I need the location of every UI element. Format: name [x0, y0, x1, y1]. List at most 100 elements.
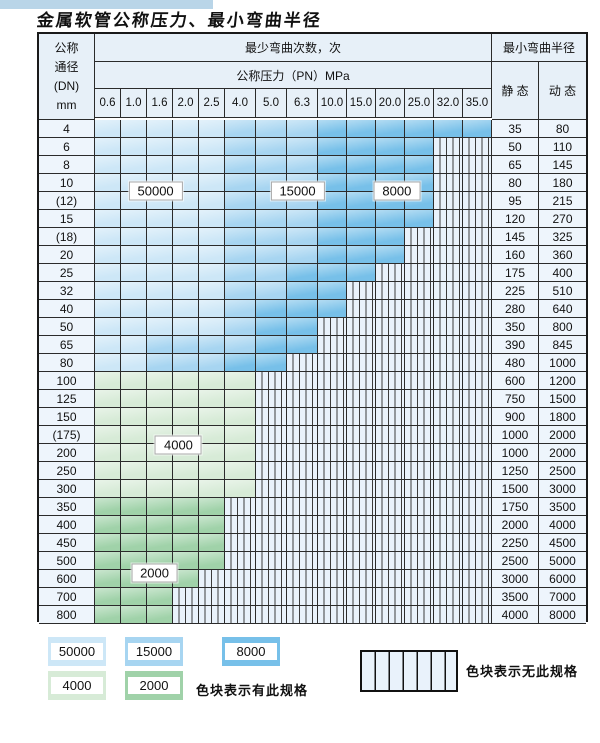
static-radius-cell: 4000 [492, 606, 539, 624]
pressure-col-header: 35.0 [463, 89, 492, 118]
spec-cell [347, 228, 376, 246]
no-spec-cell [225, 552, 256, 570]
spec-cell [121, 372, 147, 390]
spec-cell [147, 336, 173, 354]
spec-cell [173, 390, 199, 408]
no-spec-cell [405, 552, 434, 570]
table-row: 150 900 1800 [39, 408, 586, 426]
spec-cell [199, 210, 225, 228]
spec-cell [121, 408, 147, 426]
spec-cell [95, 246, 121, 264]
spec-cell [173, 246, 199, 264]
no-spec-cell [405, 246, 434, 264]
pressure-col-header: 10.0 [318, 89, 347, 118]
no-spec-cell [199, 588, 225, 606]
no-spec-cell [405, 282, 434, 300]
spec-cell [225, 318, 256, 336]
no-spec-cell [463, 480, 492, 498]
spec-cell [347, 138, 376, 156]
spec-cell [287, 156, 318, 174]
no-spec-cell [318, 426, 347, 444]
spec-cell [287, 282, 318, 300]
no-spec-cell [376, 498, 405, 516]
spec-cell [225, 228, 256, 246]
dn-cell: 400 [39, 516, 95, 534]
spec-cell [256, 354, 287, 372]
pressure-columns-row: 0.6 1.0 1.6 2.0 2.5 4.0 5.0 6.3 10.0 15.0 20.0 25.0… [95, 89, 492, 118]
no-spec-cell [463, 534, 492, 552]
pressure-col-header: 32.0 [434, 89, 463, 118]
spec-cell [225, 156, 256, 174]
no-spec-cell [256, 444, 287, 462]
spec-cell [405, 120, 434, 138]
spec-cell [95, 534, 121, 552]
table-row: 400 2000 4000 [39, 516, 586, 534]
no-spec-cell [376, 426, 405, 444]
no-spec-cell [318, 444, 347, 462]
no-spec-cell [256, 498, 287, 516]
spec-cell [318, 210, 347, 228]
spec-cell [225, 282, 256, 300]
spec-cell [121, 210, 147, 228]
spec-cell [121, 300, 147, 318]
spec-cell [95, 156, 121, 174]
no-spec-cell [434, 372, 463, 390]
spec-cell [173, 516, 199, 534]
spec-cell [173, 480, 199, 498]
no-spec-cell [347, 372, 376, 390]
no-spec-cell [405, 606, 434, 624]
table-row: 700 3500 7000 [39, 588, 586, 606]
no-spec-cell [463, 138, 492, 156]
static-radius-cell: 95 [492, 192, 539, 210]
static-radius-cell: 3500 [492, 588, 539, 606]
no-spec-cell [376, 390, 405, 408]
no-spec-cell [463, 228, 492, 246]
no-spec-cell [318, 552, 347, 570]
no-spec-cell [347, 444, 376, 462]
spec-cell [173, 156, 199, 174]
no-spec-cell [463, 408, 492, 426]
dn-cell: 150 [39, 408, 95, 426]
dn-cell: 200 [39, 444, 95, 462]
spec-cell [121, 228, 147, 246]
no-spec-cell [463, 444, 492, 462]
dynamic-radius-cell: 2500 [539, 462, 586, 480]
no-spec-cell [347, 408, 376, 426]
static-radius-cell: 1000 [492, 444, 539, 462]
dn-cell: 450 [39, 534, 95, 552]
dynamic-radius-cell: 1800 [539, 408, 586, 426]
dn-cell: 25 [39, 264, 95, 282]
dn-cell: (12) [39, 192, 95, 210]
spec-cell [95, 228, 121, 246]
pressure-col-header: 1.0 [121, 89, 147, 118]
static-radius-cell: 2500 [492, 552, 539, 570]
dynamic-radius-cell: 845 [539, 336, 586, 354]
spec-cell [95, 264, 121, 282]
dynamic-radius-cell: 400 [539, 264, 586, 282]
spec-cell [95, 282, 121, 300]
spec-cell [95, 462, 121, 480]
no-spec-cell [376, 336, 405, 354]
no-spec-cell [405, 372, 434, 390]
legend-swatch-4000: 4000 [48, 671, 106, 700]
spec-cell [95, 408, 121, 426]
no-spec-cell [434, 534, 463, 552]
pressure-header: 公称压力（PN）MPa [95, 62, 492, 89]
no-spec-cell [434, 570, 463, 588]
no-spec-cell [434, 462, 463, 480]
spec-cell [199, 444, 225, 462]
spec-cell [225, 192, 256, 210]
spec-cell [95, 138, 121, 156]
spec-cell [173, 462, 199, 480]
dynamic-radius-cell: 640 [539, 300, 586, 318]
no-spec-cell [434, 228, 463, 246]
no-spec-cell [287, 588, 318, 606]
no-spec-cell [318, 606, 347, 624]
no-spec-cell [347, 390, 376, 408]
static-radius-cell: 2250 [492, 534, 539, 552]
dynamic-radius-cell: 2000 [539, 426, 586, 444]
spec-cell [95, 192, 121, 210]
no-spec-cell [434, 354, 463, 372]
no-spec-cell [405, 498, 434, 516]
spec-cell [405, 210, 434, 228]
